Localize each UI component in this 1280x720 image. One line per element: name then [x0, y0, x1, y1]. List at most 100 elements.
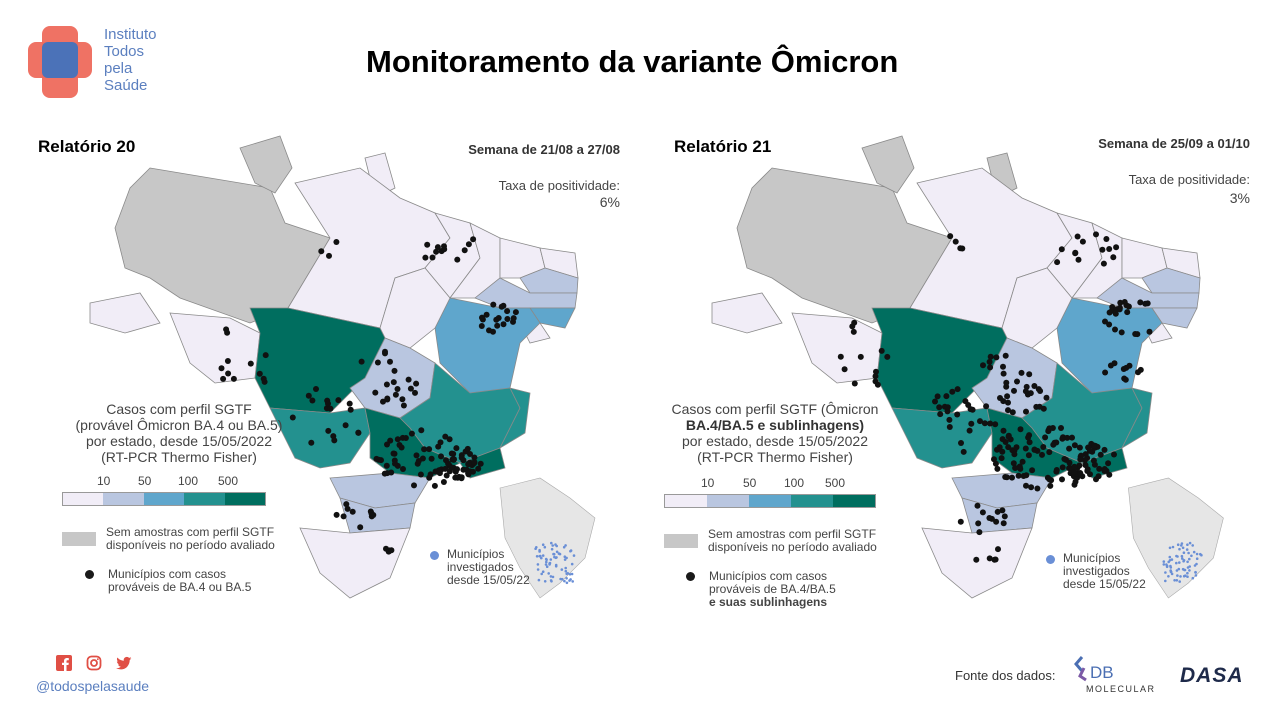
social-handle[interactable]: @todospelasaude	[36, 678, 150, 694]
municipality-dot	[1118, 329, 1125, 336]
investigated-municipality-dot	[1195, 562, 1198, 566]
municipality-dot	[1022, 388, 1029, 395]
municipality-dot	[1049, 425, 1056, 431]
municipality-dot	[346, 400, 353, 407]
investigated-municipality-dot	[1194, 574, 1198, 577]
state-rs	[299, 527, 411, 599]
investigated-municipality-dot	[1162, 563, 1166, 566]
municipality-dot	[998, 455, 1005, 462]
investigated-municipality-dot	[557, 552, 561, 555]
municipality-dot	[983, 403, 990, 410]
municipality-dot	[1026, 439, 1033, 446]
municipality-dot	[1050, 441, 1057, 448]
municipality-dot	[387, 358, 393, 365]
investigated-municipality-dot	[555, 544, 558, 548]
municipality-dot	[230, 375, 237, 382]
municipality-dot	[465, 241, 472, 248]
municipality-dot	[398, 444, 405, 451]
municipality-dot	[1019, 458, 1026, 465]
municipality-dot	[946, 416, 953, 423]
municipality-dot	[960, 448, 967, 455]
municipality-dot	[373, 455, 380, 462]
week-label: Semana de 25/09 a 01/10	[1098, 136, 1250, 151]
municipality-dot	[999, 436, 1006, 443]
municipality-dot	[1010, 460, 1017, 467]
municipality-dot	[388, 469, 395, 476]
municipality-dot	[500, 321, 507, 328]
municipality-dot	[1000, 427, 1007, 434]
dot-marker	[85, 570, 94, 579]
legend-title: Casos com perfil SGTF (provável Ômicron …	[75, 401, 283, 465]
municipality-dot	[1023, 408, 1029, 415]
municipality-dot	[305, 392, 312, 399]
db-logo-sub: MOLECULAR	[1086, 684, 1156, 694]
color-scale-bar	[62, 492, 266, 506]
rate-value: 6%	[599, 194, 620, 210]
dot-marker	[686, 572, 695, 581]
municipality-dot	[1079, 238, 1086, 245]
municipality-dot	[1028, 484, 1035, 491]
municipality-dot	[454, 466, 460, 473]
db-logo-text: DB	[1090, 663, 1114, 682]
municipality-dot	[1086, 447, 1093, 454]
municipality-dot	[470, 468, 476, 475]
municipality-dot	[247, 360, 254, 367]
municipality-dot	[446, 436, 453, 443]
municipality-dot	[335, 397, 342, 404]
municipality-dot	[1042, 434, 1049, 441]
investigated-municipality-dot	[1191, 544, 1194, 547]
municipality-dot	[1101, 466, 1108, 472]
municipality-dot	[994, 446, 1000, 453]
investigated-municipality-dot	[572, 554, 576, 557]
municipality-dot	[260, 375, 267, 382]
state-sc	[339, 497, 416, 534]
municipality-dot	[1095, 473, 1102, 480]
municipality-dot	[1075, 256, 1082, 263]
municipality-dot	[949, 388, 956, 395]
municipality-dot	[1137, 366, 1144, 373]
municipality-dot	[333, 511, 340, 518]
municipality-dot	[878, 347, 885, 354]
investigated-municipality-dot	[544, 563, 548, 566]
instagram-icon[interactable]	[86, 655, 102, 671]
investigated-municipality-dot	[569, 549, 572, 553]
facebook-icon[interactable]	[56, 655, 72, 671]
twitter-icon[interactable]	[116, 655, 132, 671]
municipality-dot	[408, 430, 415, 437]
municipality-dot	[475, 465, 482, 472]
municipality-dot	[438, 453, 444, 460]
municipality-dot	[347, 406, 354, 413]
municipality-dot	[1106, 309, 1113, 316]
investigated-municipality-dot	[1167, 575, 1170, 578]
investigated-municipality-dot	[538, 548, 541, 552]
scale-bin-1	[103, 493, 144, 505]
investigated-municipality-dot	[1176, 543, 1180, 546]
investigated-municipality-dot	[1168, 555, 1172, 559]
municipality-dot	[1053, 467, 1060, 473]
municipality-dot	[483, 311, 490, 318]
municipality-dot	[380, 398, 386, 405]
investigated-municipality-dot	[1165, 565, 1169, 569]
municipality-dot	[431, 482, 438, 489]
municipality-dot	[454, 256, 461, 263]
investigated-municipality-dot	[1177, 567, 1181, 571]
municipality-dot	[968, 420, 975, 427]
week-label: Semana de 21/08 a 27/08	[468, 142, 620, 157]
municipality-dot	[1029, 467, 1036, 474]
source-label: Fonte dos dados:	[955, 668, 1056, 683]
investigated-municipality-dot	[1171, 545, 1175, 549]
investigated-municipality-dot	[563, 555, 567, 558]
municipality-dot	[1076, 444, 1083, 451]
scale-bin-3	[184, 493, 225, 505]
municipality-dot	[1066, 445, 1073, 452]
municipality-dot	[383, 381, 390, 388]
color-scale-bar	[664, 494, 876, 508]
legend-title: Casos com perfil SGTF (Ômicron BA.4/BA.5…	[671, 401, 879, 465]
investigated-municipality-dot	[1195, 552, 1199, 556]
municipality-dot	[256, 370, 263, 377]
municipality-dot	[453, 445, 460, 452]
municipality-dot	[1123, 364, 1130, 371]
rate-label: Taxa de positividade:	[1128, 172, 1250, 187]
municipality-dot	[407, 385, 414, 392]
municipality-dot	[442, 433, 449, 440]
